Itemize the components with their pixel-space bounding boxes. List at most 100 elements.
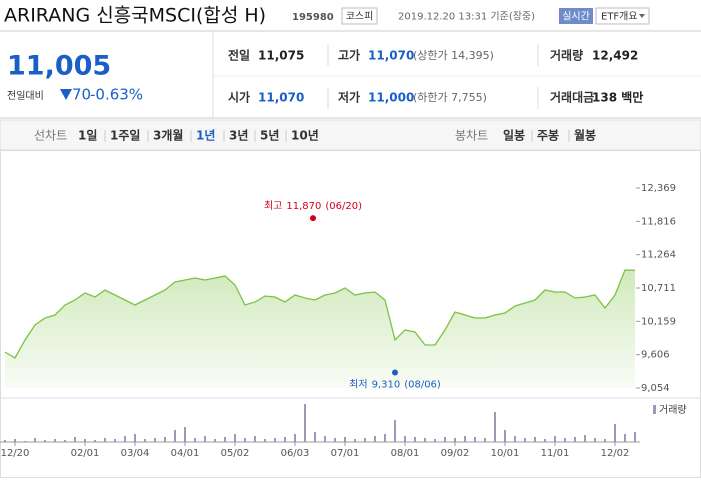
volume-bar	[494, 412, 496, 442]
tab-group-label: 선차트	[34, 129, 67, 143]
annotation-part: 최저	[349, 379, 367, 391]
volume-bar	[534, 437, 536, 442]
period-tab[interactable]: 5년	[260, 129, 279, 143]
volume-bar	[364, 438, 366, 442]
tab-group-label: 봉차트	[455, 129, 488, 143]
volume-bar	[54, 439, 56, 442]
stat-value: 11,070	[258, 91, 304, 105]
period-tab[interactable]: 1주일	[110, 129, 140, 143]
volume-bar	[84, 439, 86, 442]
x-tick-label: 09/02	[441, 448, 470, 459]
x-tick-label: 06/03	[281, 448, 310, 459]
volume-bar	[144, 439, 146, 442]
extreme-annotation: 최고 11,870 (06/20)	[264, 200, 362, 212]
y-tick-label: 12,369	[641, 183, 676, 194]
volume-bar	[134, 434, 136, 442]
period-tab[interactable]: 1일	[78, 129, 97, 143]
stat-value: 11,070	[368, 49, 414, 63]
stat-label: 저가	[338, 90, 360, 105]
volume-bar	[254, 436, 256, 442]
volume-bar	[194, 438, 196, 442]
change-value: 70	[72, 86, 91, 104]
menu-dropdown[interactable]	[595, 7, 650, 25]
volume-bar	[104, 438, 106, 442]
annotation-part: (08/06)	[404, 380, 441, 391]
realtime-label[interactable]: 실시간	[562, 11, 590, 23]
volume-bar	[504, 430, 506, 442]
stat-note: (하한가 7,755)	[413, 90, 487, 104]
legend-label: 거래량	[659, 404, 687, 416]
menu-label[interactable]: ETF개요	[601, 11, 638, 23]
realtime-badge[interactable]	[559, 8, 593, 24]
quote-time: 2019.12.20 13:31 기준(장중)	[398, 11, 535, 23]
x-tick-label: 11/01	[541, 448, 570, 459]
volume-bar	[554, 436, 556, 442]
annotation-part: 최고	[264, 200, 282, 212]
volume-bar	[4, 440, 6, 442]
annotation-part: 9,310	[372, 380, 401, 391]
candle-tab[interactable]: 주봉	[537, 129, 559, 143]
volume-bar	[164, 437, 166, 442]
stat-label: 시가	[228, 90, 250, 105]
volume-bar	[224, 437, 226, 442]
volume-bar	[444, 437, 446, 442]
volume-bar	[544, 439, 546, 442]
volume-bar	[414, 437, 416, 442]
candle-tab[interactable]: 월봉	[574, 128, 596, 143]
stat-value: 138 백만	[592, 90, 643, 105]
dropdown-arrow	[639, 14, 645, 18]
stat-value: 11,075	[258, 49, 304, 63]
volume-bar	[484, 438, 486, 442]
stat-label: 거래량	[550, 48, 583, 63]
volume-bar	[474, 437, 476, 442]
volume-bar	[324, 436, 326, 442]
volume-bar	[214, 439, 216, 442]
y-tick-label: 10,159	[641, 316, 676, 327]
volume-bar	[264, 439, 266, 442]
volume-bar	[124, 436, 126, 442]
volume-bar	[14, 439, 16, 442]
volume-bar	[244, 438, 246, 442]
period-tab[interactable]: 3년	[229, 129, 248, 143]
stat-value: 11,000	[368, 91, 414, 105]
y-tick-label: 11,264	[641, 250, 676, 261]
volume-bar	[314, 432, 316, 442]
period-tab[interactable]: 10년	[291, 129, 319, 143]
annotation-part: 11,870	[286, 201, 321, 212]
volume-bar	[614, 424, 616, 442]
y-tick-label: 9,606	[641, 350, 670, 361]
market-label: 코스피	[346, 11, 374, 23]
volume-bar	[564, 438, 566, 442]
volume-bar	[634, 432, 636, 442]
period-tab[interactable]: 3개월	[153, 128, 183, 143]
x-tick-label: 05/02	[221, 448, 250, 459]
y-tick-label: 11,816	[641, 216, 676, 227]
volume-bar	[154, 438, 156, 442]
x-tick-label: 10/01	[491, 448, 520, 459]
volume-bar	[34, 438, 36, 442]
x-tick-label: 07/01	[331, 448, 360, 459]
current-price: 11,005	[7, 51, 111, 82]
change-rate: -0.63%	[90, 86, 143, 104]
stock-title: ARIRANG 신흥국MSCI(합성 H)	[4, 5, 266, 27]
volume-bar	[584, 435, 586, 442]
period-tab[interactable]: 1년	[196, 129, 215, 143]
down-arrow	[60, 89, 72, 100]
volume-bar	[174, 430, 176, 442]
stock-code: 195980	[292, 12, 334, 23]
volume-bar	[74, 437, 76, 442]
volume-bar	[434, 439, 436, 442]
volume-bar	[234, 434, 236, 442]
volume-bar	[604, 439, 606, 442]
candle-tab[interactable]: 일봉	[503, 129, 525, 143]
price-area	[5, 270, 635, 388]
market-badge	[341, 7, 378, 25]
volume-bar	[184, 427, 186, 442]
volume-bar	[384, 434, 386, 442]
volume-bar	[64, 440, 66, 442]
volume-bar	[514, 436, 516, 442]
stat-note: (상한가 14,395)	[413, 49, 494, 62]
extreme-annotation: 최저 9,310 (08/06)	[349, 379, 441, 391]
volume-bar	[304, 404, 306, 442]
